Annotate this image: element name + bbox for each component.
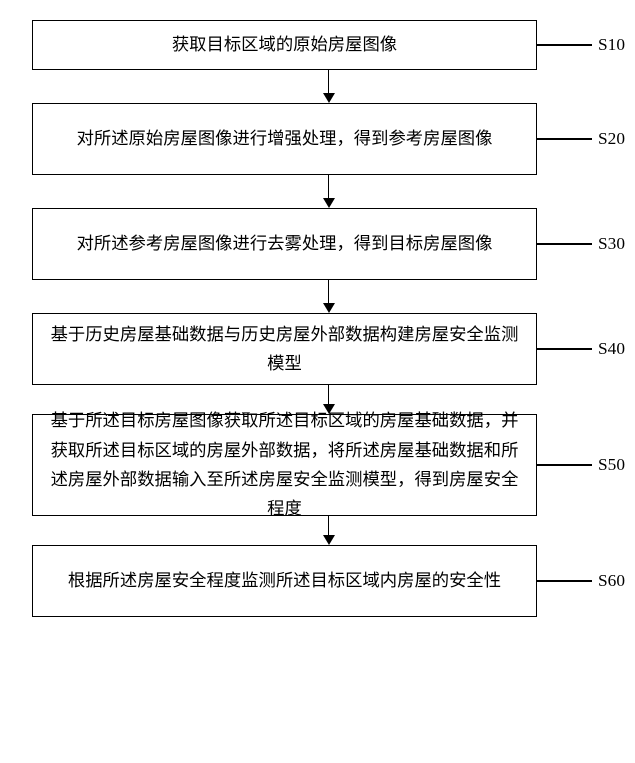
- connector-line: [537, 243, 592, 245]
- step-box-s20: 对所述原始房屋图像进行增强处理，得到参考房屋图像: [32, 103, 537, 175]
- step-box-s50: 基于所述目标房屋图像获取所述目标区域的房屋基础数据，并获取所述目标区域的房屋外部…: [32, 414, 537, 516]
- step-label: S40: [598, 339, 625, 359]
- connector-line: [537, 348, 592, 350]
- step-box-s60: 根据所述房屋安全程度监测所述目标区域内房屋的安全性: [32, 545, 537, 617]
- arrow-shaft: [328, 516, 330, 536]
- step-text: 对所述原始房屋图像进行增强处理，得到参考房屋图像: [77, 124, 493, 153]
- arrow-shaft: [328, 385, 330, 405]
- connector: S10: [537, 35, 625, 55]
- connector: S50: [537, 455, 625, 475]
- arrow-down: [76, 516, 581, 545]
- arrow-down: [76, 70, 581, 103]
- arrow-shaft: [328, 280, 330, 304]
- connector-line: [537, 464, 592, 466]
- step-label: S30: [598, 234, 625, 254]
- step-label: S50: [598, 455, 625, 475]
- arrow-shaft: [328, 175, 330, 199]
- connector: S60: [537, 571, 625, 591]
- step-label: S20: [598, 129, 625, 149]
- step-row: 基于所述目标房屋图像获取所述目标区域的房屋基础数据，并获取所述目标区域的房屋外部…: [10, 414, 625, 516]
- arrow-head-icon: [323, 93, 335, 103]
- step-text: 基于历史房屋基础数据与历史房屋外部数据构建房屋安全监测模型: [47, 320, 522, 379]
- step-text: 获取目标区域的原始房屋图像: [172, 30, 397, 59]
- step-box-s10: 获取目标区域的原始房屋图像: [32, 20, 537, 70]
- step-box-s40: 基于历史房屋基础数据与历史房屋外部数据构建房屋安全监测模型: [32, 313, 537, 385]
- connector-line: [537, 138, 592, 140]
- arrow-down: [76, 280, 581, 313]
- connector: S40: [537, 339, 625, 359]
- arrow-shaft: [328, 70, 330, 94]
- step-row: 基于历史房屋基础数据与历史房屋外部数据构建房屋安全监测模型 S40: [10, 313, 625, 385]
- step-row: 对所述原始房屋图像进行增强处理，得到参考房屋图像 S20: [10, 103, 625, 175]
- connector-line: [537, 580, 592, 582]
- step-row: 根据所述房屋安全程度监测所述目标区域内房屋的安全性 S60: [10, 545, 625, 617]
- step-text: 根据所述房屋安全程度监测所述目标区域内房屋的安全性: [68, 566, 501, 595]
- step-text: 基于所述目标房屋图像获取所述目标区域的房屋基础数据，并获取所述目标区域的房屋外部…: [47, 406, 522, 524]
- step-row: 对所述参考房屋图像进行去雾处理，得到目标房屋图像 S30: [10, 208, 625, 280]
- step-label: S10: [598, 35, 625, 55]
- arrow-head-icon: [323, 303, 335, 313]
- arrow-head-icon: [323, 198, 335, 208]
- connector: S20: [537, 129, 625, 149]
- step-box-s30: 对所述参考房屋图像进行去雾处理，得到目标房屋图像: [32, 208, 537, 280]
- step-label: S60: [598, 571, 625, 591]
- arrow-down: [76, 175, 581, 208]
- connector-line: [537, 44, 592, 46]
- connector: S30: [537, 234, 625, 254]
- step-row: 获取目标区域的原始房屋图像 S10: [10, 20, 625, 70]
- step-text: 对所述参考房屋图像进行去雾处理，得到目标房屋图像: [77, 229, 493, 258]
- arrow-head-icon: [323, 535, 335, 545]
- flowchart-container: 获取目标区域的原始房屋图像 S10 对所述原始房屋图像进行增强处理，得到参考房屋图像…: [10, 20, 625, 617]
